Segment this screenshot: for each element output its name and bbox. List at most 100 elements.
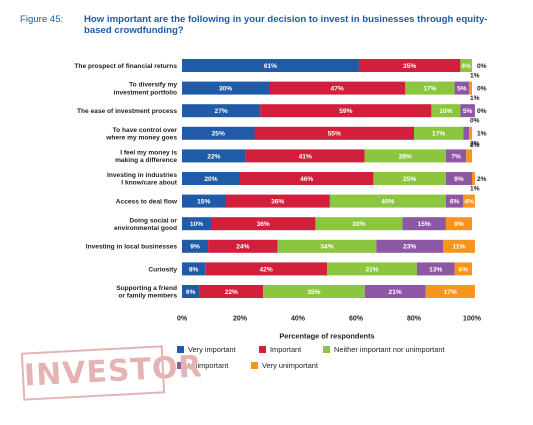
bar-value-label: 35% <box>307 289 320 296</box>
bar-value-label: 30% <box>352 221 365 228</box>
category-label-supporting-a-friend-or-family-members: Supporting a friend or family members <box>116 285 177 300</box>
bar-segment-very-important <box>182 126 255 140</box>
outside-value-label: 2% <box>477 176 487 183</box>
bar-segment-important <box>211 217 316 231</box>
bar-segment-very-important <box>182 104 261 118</box>
bar-segment-neither-important-nor-unimportant <box>414 126 464 140</box>
outside-value-label: 0% <box>477 63 487 70</box>
bar-value-label: 9% <box>454 221 464 228</box>
figure-question: How important are the following in your … <box>84 14 488 36</box>
category-label-doing-social-or-environmental-good: Doing social or environmental good <box>114 217 177 232</box>
legend-label-very-important: Very important <box>188 345 236 354</box>
bar-value-label: 9% <box>190 244 200 251</box>
legend-label-very-unimportant: Very unimportant <box>262 361 318 370</box>
bar-value-label: 25% <box>212 131 225 138</box>
bar-segment-very-important <box>182 262 206 276</box>
bar-value-label: 7% <box>451 153 461 160</box>
bar-segment-unimportant <box>416 262 455 276</box>
bar-value-label: 55% <box>328 131 341 138</box>
outside-value-label: 0% <box>470 118 480 125</box>
bar-value-label: 15% <box>418 221 431 228</box>
category-label-line: or family members <box>118 293 177 300</box>
bar-segment-neither-important-nor-unimportant <box>460 59 472 72</box>
category-label-line: where my money goes <box>105 135 177 142</box>
outside-value-label: 2% <box>470 142 480 149</box>
legend-swatch-unimportant <box>177 362 184 369</box>
bar-value-label: 22% <box>207 153 220 160</box>
bar-value-label: 6% <box>450 199 460 206</box>
bar-value-label: 10% <box>439 108 452 115</box>
category-label-to-diversify-my-investment-portfolio: To diversify my investment portfolio <box>114 82 178 97</box>
bar-value-label: 27% <box>215 108 228 115</box>
category-label-line: To diversify my <box>129 82 177 89</box>
outside-value-label: 0% <box>477 108 487 115</box>
legend-swatch-very-important <box>177 346 184 353</box>
bar-value-label: 42% <box>259 266 272 273</box>
bar-segment-unimportant <box>460 104 475 118</box>
bar-segment-very-unimportant <box>445 217 472 231</box>
bar-segment-very-important <box>182 239 209 253</box>
bar-value-label: 59% <box>339 108 352 115</box>
bar-segment-very-unimportant <box>469 126 472 140</box>
category-label-line: investment portfolio <box>114 89 177 96</box>
category-label-line: Access to deal flow <box>116 199 178 206</box>
bar-value-label: 47% <box>331 86 344 93</box>
bar-segment-important <box>199 285 264 298</box>
bar-value-label: 17% <box>432 131 445 138</box>
bar-value-label: 5% <box>463 108 473 115</box>
bar-segment-very-unimportant <box>472 172 475 185</box>
bar-segment-neither-important-nor-unimportant <box>315 217 403 231</box>
bar-segment-neither-important-nor-unimportant <box>364 149 446 163</box>
bar-value-label: 17% <box>444 289 457 296</box>
category-label-line: environmental good <box>114 225 177 232</box>
bar-segment-unimportant <box>364 285 426 298</box>
x-tick-label: 80% <box>407 316 422 323</box>
x-axis-title: Percentage of respondents <box>279 332 374 341</box>
legend-swatch-very-unimportant <box>251 362 258 369</box>
legend-swatch-neither-important-nor-unimportant <box>323 346 330 353</box>
bar-segment-very-unimportant <box>466 149 472 163</box>
bar-value-label: 35% <box>403 63 416 70</box>
bar-value-label: 6% <box>459 266 469 273</box>
outside-value-label: 1% <box>470 186 480 193</box>
bar-segment-important <box>208 239 278 253</box>
category-label-the-ease-of-investment-process: The ease of investment process <box>77 108 177 115</box>
bar-segment-very-important <box>182 59 359 72</box>
bar-segment-very-important <box>182 149 246 163</box>
bar-segment-unimportant <box>445 172 472 185</box>
category-label-line: making a difference <box>115 157 177 164</box>
bar-value-label: 15% <box>197 199 210 206</box>
bar-segment-very-unimportant <box>469 81 472 95</box>
category-label-line: Curiosity <box>148 266 177 273</box>
bar-value-label: 17% <box>423 86 436 93</box>
bar-value-label: 8% <box>189 266 199 273</box>
category-label-i-feel-my-money-is-making-a-difference: I feel my money is making a difference <box>115 150 177 165</box>
bar-segment-important <box>358 59 461 72</box>
bar-value-label: 24% <box>236 244 249 251</box>
bar-segment-very-important <box>182 81 269 95</box>
outside-value-label: 1% <box>470 95 480 102</box>
bar-value-label: 22% <box>225 289 238 296</box>
bar-value-label: 41% <box>299 153 312 160</box>
category-label-line: Investing in local businesses <box>86 244 178 251</box>
bar-segment-neither-important-nor-unimportant <box>263 285 365 298</box>
category-label-line: I feel my money is <box>120 150 177 157</box>
bar-segment-unimportant <box>445 194 464 208</box>
bar-segment-neither-important-nor-unimportant <box>373 172 446 185</box>
bar-segment-neither-important-nor-unimportant <box>431 104 461 118</box>
bar-segment-very-unimportant <box>425 285 475 298</box>
bar-value-label: 61% <box>264 63 277 70</box>
x-tick-label: 40% <box>291 316 306 323</box>
bar-value-label: 28% <box>399 153 412 160</box>
category-label-investing-in-local-businesses: Investing in local businesses <box>86 244 178 251</box>
x-tick-label: 100% <box>463 316 482 323</box>
category-label-to-have-control-over-where-my-money-goes: To have control over where my money goes <box>105 127 177 142</box>
legend-label-important: Important <box>270 345 301 354</box>
x-tick-label: 0% <box>177 316 188 323</box>
bar-segment-important <box>245 149 365 163</box>
bar-segment-neither-important-nor-unimportant <box>405 81 455 95</box>
bar-value-label: 9% <box>454 176 464 183</box>
bar-segment-very-unimportant <box>443 239 475 253</box>
bar-segment-important <box>205 262 327 276</box>
